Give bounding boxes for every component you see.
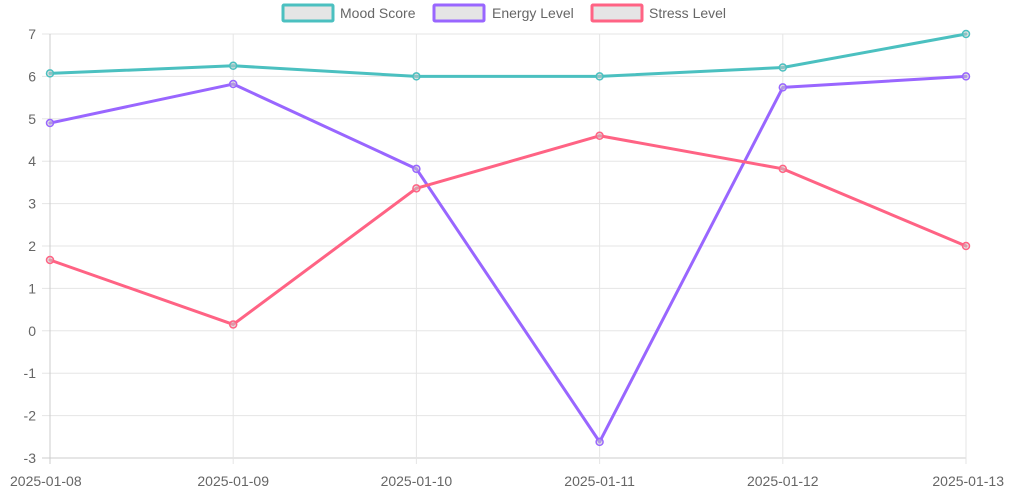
- data-point[interactable]: [228, 320, 238, 329]
- data-point[interactable]: [961, 72, 971, 81]
- y-tick-label: -3: [24, 450, 37, 466]
- legend-swatch: [590, 3, 644, 23]
- data-point[interactable]: [778, 164, 788, 174]
- legend-swatch: [432, 3, 486, 23]
- x-tick-label: 2025-01-09: [197, 473, 269, 489]
- y-tick-label: 4: [28, 153, 36, 169]
- y-tick-label: 0: [28, 323, 36, 339]
- data-point[interactable]: [595, 437, 604, 447]
- legend-label: Stress Level: [649, 5, 726, 21]
- y-tick-label: 5: [28, 111, 36, 127]
- series-energy-level: [45, 72, 971, 447]
- series-line: [48, 74, 968, 444]
- legend-label: Mood Score: [340, 5, 416, 21]
- x-tick-label: 2025-01-12: [747, 473, 819, 489]
- grid: [42, 33, 967, 464]
- series-mood-score: [45, 29, 971, 81]
- y-tick-label: -1: [24, 365, 37, 381]
- series-layer: [45, 29, 971, 447]
- legend-item-energy-level[interactable]: Energy Level: [432, 3, 574, 23]
- data-point[interactable]: [412, 184, 421, 193]
- x-tick-label: 2025-01-08: [10, 473, 82, 489]
- y-tick-label: 2: [28, 238, 36, 254]
- data-point[interactable]: [778, 83, 788, 92]
- y-tick-label: 6: [28, 68, 36, 84]
- x-tick-label: 2025-01-11: [564, 473, 635, 489]
- legend-label: Energy Level: [492, 5, 574, 21]
- series-line: [48, 134, 968, 326]
- data-point[interactable]: [45, 69, 55, 78]
- legend-swatch: [281, 3, 335, 23]
- series-line: [48, 32, 968, 78]
- y-tick-label: -2: [24, 408, 37, 424]
- data-point[interactable]: [412, 164, 421, 174]
- data-point[interactable]: [961, 241, 971, 251]
- y-tick-label: 1: [28, 280, 36, 296]
- data-point[interactable]: [228, 61, 238, 71]
- data-point[interactable]: [595, 131, 604, 141]
- y-tick-label: 7: [28, 26, 36, 42]
- legend: Mood Score Energy Level Stress Level: [281, 3, 726, 23]
- x-tick-label: 2025-01-10: [381, 473, 453, 489]
- data-point[interactable]: [45, 255, 55, 265]
- legend-item-stress-level[interactable]: Stress Level: [590, 3, 726, 23]
- data-point[interactable]: [45, 118, 55, 128]
- series-stress-level: [45, 131, 971, 329]
- data-point[interactable]: [595, 72, 604, 81]
- x-tick-label: 2025-01-13: [932, 473, 1004, 489]
- x-axis: 2025-01-08 2025-01-09 2025-01-10 2025-01-11…: [10, 473, 1004, 489]
- data-point[interactable]: [228, 79, 238, 89]
- data-point[interactable]: [961, 29, 971, 39]
- data-point[interactable]: [412, 72, 421, 81]
- y-axis: 7 6 5 4 3 2 1 0 -1 -2 -3: [24, 26, 37, 466]
- legend-item-mood-score[interactable]: Mood Score: [281, 3, 416, 23]
- data-point[interactable]: [778, 63, 788, 72]
- y-tick-label: 3: [28, 196, 36, 212]
